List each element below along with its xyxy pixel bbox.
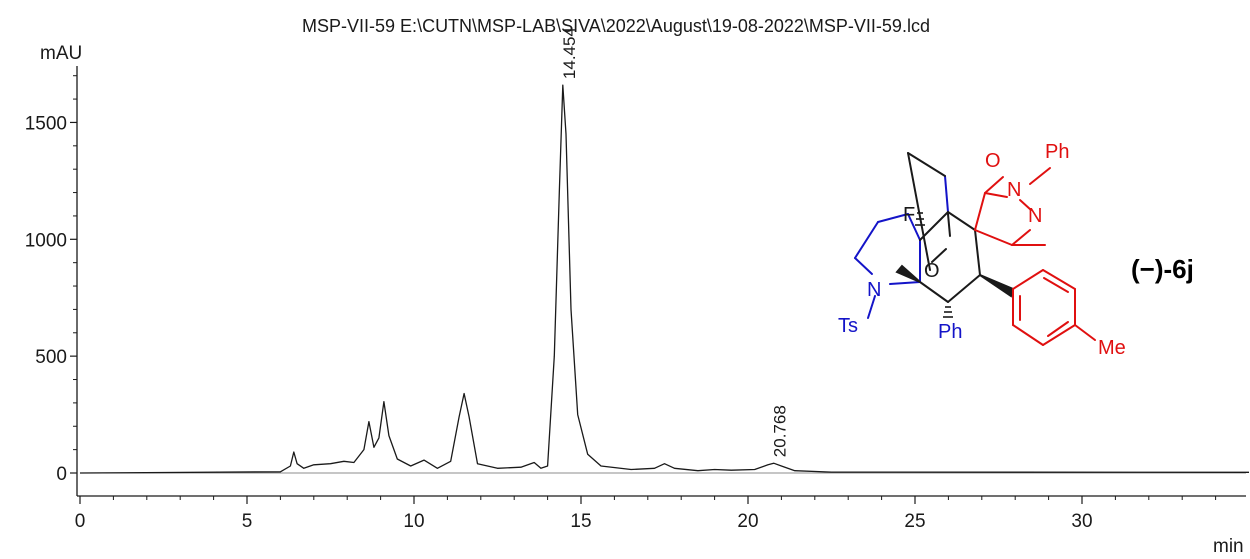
x-axis-ticks: 0 5 10 15 20 25 30 [75, 496, 1217, 532]
bond [944, 175, 949, 213]
y-tick-label: 500 [35, 347, 67, 368]
bond [947, 213, 951, 237]
atom-label-bridge-oxygen: O [924, 260, 940, 282]
bond [974, 229, 1013, 246]
atom-label-ring-nitrogen: N [867, 279, 881, 301]
bond [1011, 229, 1031, 246]
x-tick-label: 30 [1071, 511, 1092, 532]
bond [854, 257, 873, 275]
bond [889, 281, 921, 285]
x-tick-label: 0 [75, 511, 86, 532]
bond [919, 281, 949, 303]
bond [947, 211, 976, 231]
bond [1029, 167, 1051, 185]
bond [1047, 321, 1069, 337]
molecule-structure: F O N Ts Ph O N Ph N Me (−)-6j [838, 141, 1194, 359]
wedge-bond [895, 264, 921, 283]
atom-label-phenyl-bottom: Ph [938, 321, 962, 343]
bond [931, 248, 947, 263]
chromatogram-trace [79, 84, 1250, 474]
x-tick-label: 10 [403, 511, 424, 532]
atom-label-pyrazolone-n2: N [1028, 205, 1042, 227]
wedge-bond [979, 274, 1015, 298]
atom-label-pyrazolone-n1: N [1007, 179, 1021, 201]
bond [1043, 277, 1069, 293]
bond [974, 229, 981, 276]
atom-label-tosyl: Ts [838, 315, 858, 337]
chart-title: MSP-VII-59 E:\CUTN\MSP-LAB\SIVA\2022\Aug… [302, 16, 930, 36]
bond [1042, 269, 1076, 290]
x-tick-label: 25 [904, 511, 925, 532]
bond [1042, 324, 1076, 346]
atom-label-phenyl-top: Ph [1045, 141, 1069, 163]
bond [1074, 324, 1096, 341]
y-tick-label: 0 [56, 464, 67, 485]
atom-label-carbonyl-oxygen: O [985, 150, 1001, 172]
bond [1019, 199, 1032, 211]
peak-label: 20.768 [771, 405, 790, 457]
bond [907, 152, 946, 177]
peak-label: 14.454 [560, 27, 579, 79]
bond [984, 192, 1008, 198]
bond [974, 192, 986, 231]
compound-label: (−)-6j [1131, 254, 1194, 284]
atom-label-methyl: Me [1098, 337, 1126, 359]
y-tick-label: 1500 [25, 113, 67, 134]
y-tick-label: 1000 [25, 230, 67, 251]
x-tick-label: 15 [570, 511, 591, 532]
x-tick-label: 5 [242, 511, 253, 532]
x-axis-unit: min [1213, 536, 1244, 557]
bond [984, 176, 1004, 194]
bond [877, 213, 909, 223]
bond [1012, 324, 1044, 346]
x-tick-label: 20 [737, 511, 758, 532]
y-axis-unit: mAU [40, 43, 82, 64]
bond [867, 295, 876, 319]
bond [854, 221, 879, 259]
bond [907, 152, 931, 271]
bond [1012, 269, 1044, 290]
bond [947, 274, 981, 303]
peak-labels: 14.454 20.768 [560, 27, 790, 457]
y-axis-ticks: 0 500 1000 1500 [25, 75, 77, 485]
bond [919, 211, 949, 241]
bond [907, 213, 921, 241]
atom-label-fluorine: F [903, 204, 915, 226]
